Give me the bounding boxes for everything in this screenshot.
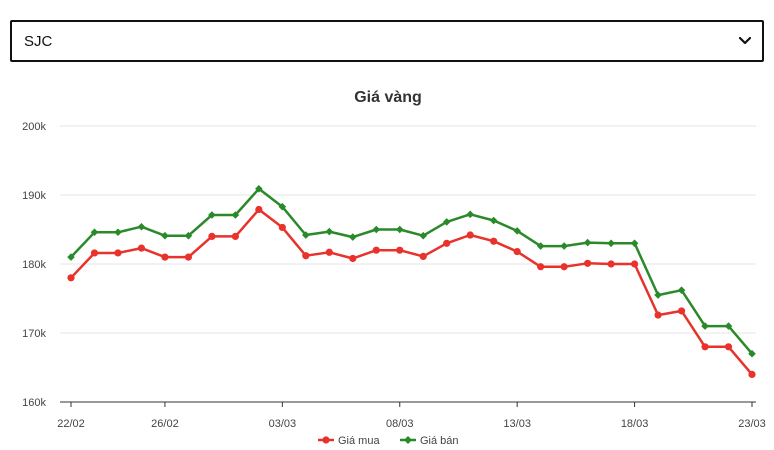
data-point [513,227,521,235]
data-point [560,242,568,250]
x-tick-label: 22/02 [57,418,85,430]
data-point [536,242,545,250]
data-point [677,286,686,295]
x-axis: 22/02 26/02 03/03 08/03 13/03 18/03 23/03 [57,401,766,430]
data-point [677,307,686,315]
series-sell [67,184,756,358]
data-point [255,205,263,214]
data-point [372,246,380,254]
data-point [325,248,333,256]
series-line [70,208,753,376]
data-point [161,231,169,240]
data-point [748,370,756,378]
data-point [231,232,239,240]
data-point [278,202,287,211]
data-point [630,260,639,268]
y-tick-label: 190k [22,190,46,202]
legend-item: Giá mua [318,435,380,447]
legend-item: Giá bán [400,435,459,447]
legend-label: Giá bán [420,435,459,447]
data-point [419,231,428,240]
series-line [70,187,753,355]
legend: Giá mua Giá bán [318,435,459,447]
series-group [67,184,756,378]
data-point [208,232,216,240]
x-tick-label: 13/03 [503,418,531,430]
gold-type-select-value: SJC [24,32,53,50]
data-point [348,233,357,241]
data-point [161,253,169,261]
data-point [654,291,662,299]
data-point [137,244,146,252]
data-point [466,210,475,219]
data-point [278,223,286,232]
data-point [114,249,122,257]
data-point [372,225,381,234]
y-tick-label: 160k [22,397,46,409]
data-point [442,218,451,226]
legend-marker [404,436,412,444]
x-tick-label: 18/03 [621,418,649,430]
data-point [67,253,75,261]
gold-price-chart: Giá vàng 160k 170k 180k 190k 200k 22/02 26/02… [22,89,766,447]
data-point [184,231,193,240]
x-tick-label: 23/03 [738,418,766,430]
data-point [490,237,498,245]
data-point [630,239,639,248]
data-point [114,228,122,237]
data-point [537,263,545,271]
data-point [724,322,733,330]
legend-label: Giá mua [338,435,380,447]
data-point [560,263,568,271]
data-point [489,216,498,225]
data-point [466,231,474,239]
data-point [724,343,733,351]
data-point [396,246,404,254]
y-tick-label: 200k [22,121,46,133]
data-point [184,253,193,261]
data-point [654,311,662,319]
grid-lines [60,125,756,334]
data-point [583,238,592,247]
data-point [701,343,709,351]
data-point [325,227,334,236]
y-tick-label: 180k [22,259,46,271]
x-tick-label: 03/03 [269,418,297,430]
data-point [90,228,99,237]
data-point [302,231,310,239]
data-point [90,249,99,257]
data-point [584,259,592,267]
gold-type-select[interactable]: SJC [10,20,764,62]
data-point [302,252,310,260]
data-point [208,211,216,219]
data-point [513,247,521,256]
data-point [231,211,240,219]
data-point [67,274,75,282]
x-tick-label: 08/03 [386,418,414,430]
data-point [349,254,357,263]
data-point [607,239,615,248]
series-buy [67,205,756,378]
data-point [395,225,404,234]
data-point [607,260,615,268]
data-point [701,322,709,330]
data-point [419,252,427,261]
data-point [137,222,146,231]
data-point [443,239,451,247]
chart-title: Giá vàng [354,89,422,106]
y-axis-ticks: 160k 170k 180k 190k 200k [22,121,46,409]
y-tick-label: 170k [22,328,46,340]
data-point [748,349,756,358]
chevron-down-icon [738,34,752,48]
legend-marker [322,436,330,444]
x-tick-label: 26/02 [151,418,179,430]
